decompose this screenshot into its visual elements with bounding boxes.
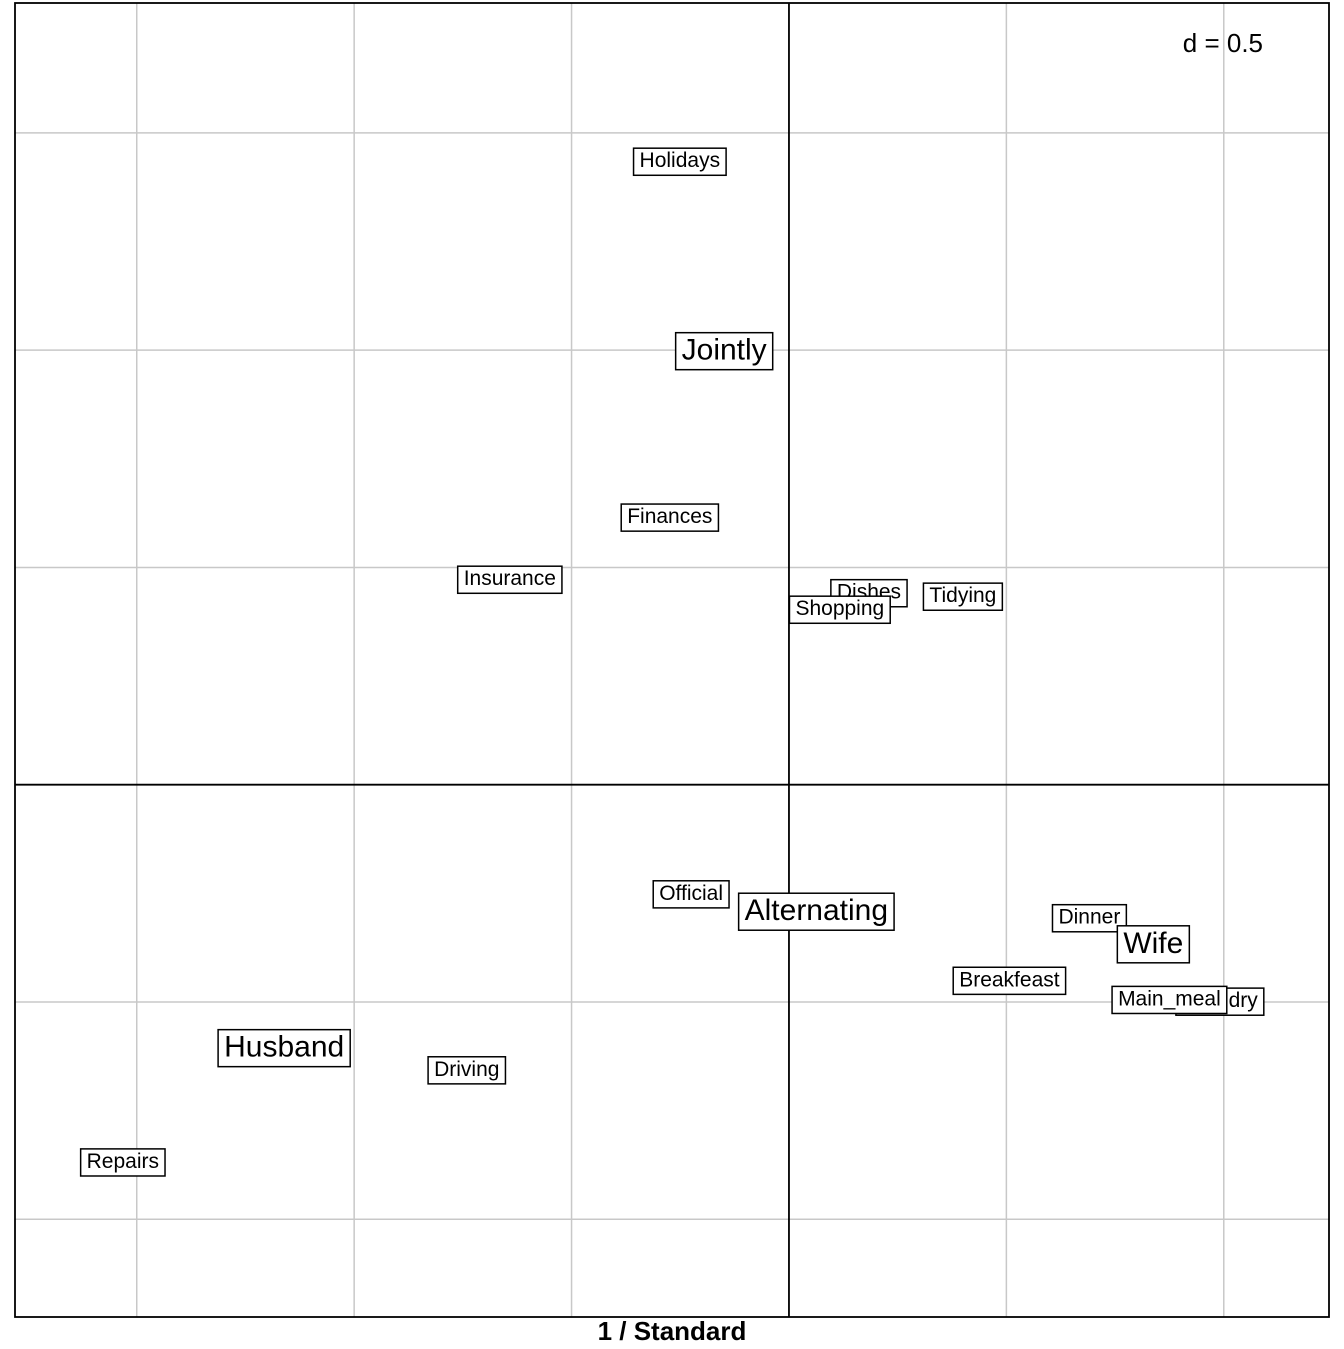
label-box — [456, 565, 563, 595]
label-box — [427, 1056, 507, 1085]
label-box — [952, 966, 1067, 996]
column-label-alternating: Alternating — [737, 892, 895, 931]
point-label: Insurance — [464, 567, 556, 590]
column-label-wife: Wife — [1116, 925, 1191, 964]
point-label: Dinner — [1058, 906, 1120, 929]
grid-layer — [15, 3, 1329, 1317]
point-label: Main_meal — [1118, 987, 1221, 1010]
row-label-shopping: Shopping — [788, 595, 891, 625]
row-label-insurance: Insurance — [456, 565, 563, 595]
label-box — [674, 331, 774, 371]
row-label-main-meal: Main_meal — [1111, 985, 1228, 1015]
row-label-tidying: Tidying — [922, 582, 1004, 611]
point-label: Driving — [434, 1058, 499, 1081]
point-label: Holidays — [640, 149, 721, 172]
label-box — [788, 595, 891, 625]
label-box — [922, 582, 1004, 611]
point-label: Jointly — [682, 334, 767, 367]
label-box — [1051, 903, 1128, 933]
row-label-driving: Driving — [427, 1056, 507, 1085]
label-box — [1111, 985, 1228, 1015]
column-label-jointly: Jointly — [674, 331, 774, 371]
point-label: Breakfeast — [959, 968, 1060, 991]
axis-layer — [15, 3, 1329, 1317]
row-label-holidays: Holidays — [632, 147, 727, 177]
row-label-official: Official — [652, 880, 730, 909]
row-label-dinner: Dinner — [1051, 903, 1128, 933]
point-label: Repairs — [87, 1150, 159, 1173]
plot-frame — [14, 2, 1330, 1318]
label-box — [79, 1148, 166, 1177]
point-label: Husband — [224, 1031, 344, 1064]
label-box — [217, 1028, 351, 1068]
point-label: Wife — [1123, 927, 1183, 960]
label-box — [1116, 925, 1191, 964]
scale-label: d = 0.5 — [1183, 28, 1263, 58]
point-label: Alternating — [745, 894, 888, 927]
point-label: Tidying — [929, 584, 996, 607]
row-label-finances: Finances — [620, 503, 720, 532]
point-label: Official — [659, 882, 723, 905]
label-box — [632, 147, 727, 177]
label-box — [652, 880, 730, 909]
point-label: Finances — [627, 505, 712, 528]
label-box — [737, 892, 895, 931]
column-label-husband: Husband — [217, 1028, 351, 1068]
row-label-breakfeast: Breakfeast — [952, 966, 1067, 996]
chart-title: 1 / Standard — [598, 1316, 747, 1344]
point-label: Shopping — [795, 597, 884, 620]
label-box — [620, 503, 720, 532]
row-label-repairs: Repairs — [79, 1148, 166, 1177]
